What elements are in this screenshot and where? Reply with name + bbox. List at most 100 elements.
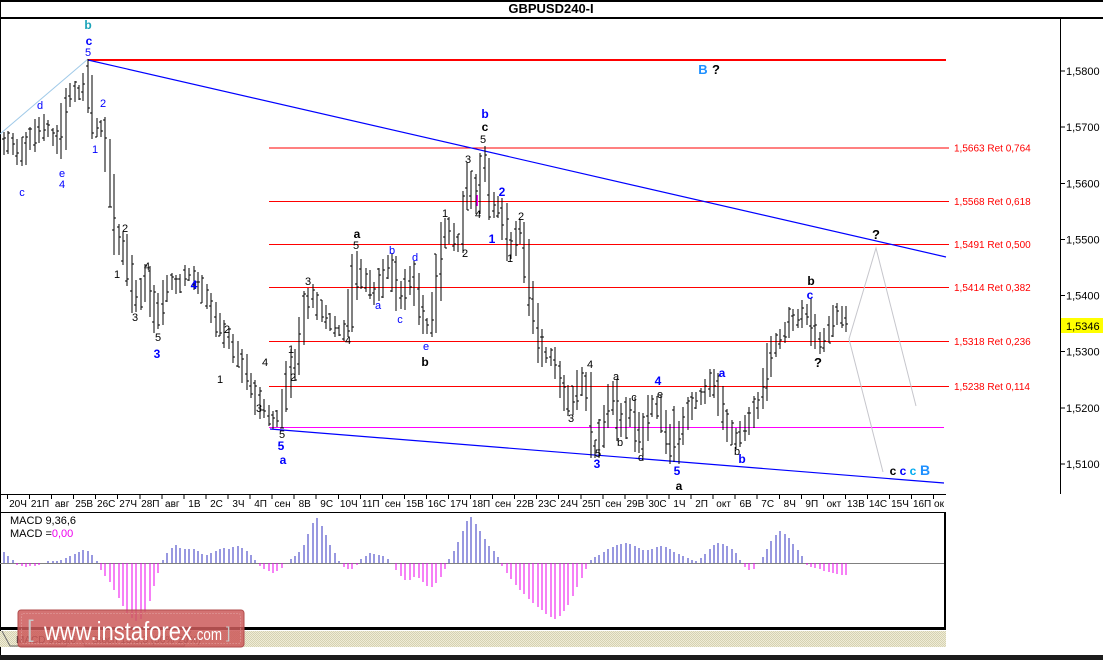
svg-text:6В: 6В [739,499,752,510]
svg-text:2: 2 [224,324,230,336]
svg-text:c: c [19,187,25,199]
svg-text:7С: 7С [761,499,774,510]
svg-text:5: 5 [155,332,161,344]
svg-text:?: ? [712,62,720,77]
svg-text:3: 3 [132,312,138,324]
svg-text:23С: 23С [538,499,556,510]
svg-text:1,5500: 1,5500 [1066,234,1100,246]
svg-text:B: B [920,462,930,478]
svg-text:ок: ок [934,499,945,510]
svg-text:3: 3 [256,403,262,415]
svg-text:d: d [412,252,418,264]
svg-text:5: 5 [595,448,601,460]
svg-text:14С: 14С [869,499,887,510]
svg-text:d: d [638,452,644,464]
svg-text:11П: 11П [362,499,380,510]
svg-text:29В: 29В [627,499,645,510]
svg-text:]: ] [226,625,230,642]
svg-text:?: ? [872,227,880,242]
svg-text:16С: 16С [428,499,446,510]
svg-text:25В: 25В [75,499,93,510]
svg-text:сен: сен [495,499,511,510]
svg-text:b: b [421,355,428,369]
svg-text:4: 4 [262,357,268,369]
svg-text:b: b [84,18,91,32]
svg-text:B: B [698,62,707,77]
svg-text:9С: 9С [320,499,333,510]
svg-text:1,5414 Ret 0,382: 1,5414 Ret 0,382 [954,283,1031,294]
svg-text:?: ? [814,355,822,370]
svg-text:18П: 18П [472,499,490,510]
svg-text:25П: 25П [582,499,600,510]
svg-text:4: 4 [191,278,198,292]
svg-text:a: a [354,227,361,241]
svg-text:1: 1 [288,344,294,356]
svg-text:[: [ [27,616,34,643]
svg-text:1,5300: 1,5300 [1066,347,1100,359]
svg-text:a: a [676,479,683,493]
svg-text:2С: 2С [210,499,223,510]
svg-text:1Ч: 1Ч [673,499,685,510]
svg-text:1,5491 Ret 0,500: 1,5491 Ret 0,500 [954,240,1031,251]
svg-text:2П: 2П [695,499,708,510]
svg-text:авг: авг [55,499,70,510]
svg-text:2: 2 [462,248,468,260]
svg-text:4: 4 [587,359,593,371]
svg-text:2: 2 [518,211,524,223]
svg-text:www.instaforex: www.instaforex [43,616,192,646]
svg-text:1,5800: 1,5800 [1066,66,1100,78]
svg-text:1,5600: 1,5600 [1066,178,1100,190]
svg-text:b: b [481,107,488,121]
svg-text:1: 1 [442,208,448,220]
svg-text:1,5700: 1,5700 [1066,122,1100,134]
svg-text:a: a [613,371,620,383]
svg-text:9П: 9П [805,499,818,510]
svg-text:1,5568 Ret 0,618: 1,5568 Ret 0,618 [954,197,1031,208]
svg-text:3Ч: 3Ч [232,499,244,510]
svg-text:22В: 22В [516,499,534,510]
svg-text:c: c [890,464,897,478]
svg-text:20Ч: 20Ч [9,499,27,510]
svg-text:авг: авг [165,499,180,510]
svg-text:4: 4 [475,209,481,221]
svg-text:3: 3 [465,154,471,166]
svg-text:сен: сен [275,499,291,510]
svg-text:26С: 26С [97,499,115,510]
svg-text:e: e [423,341,429,353]
svg-text:e: e [59,168,65,180]
svg-text:c: c [86,34,93,48]
svg-text:c: c [807,288,814,302]
svg-text:27Ч: 27Ч [119,499,137,510]
svg-text:5: 5 [480,134,486,146]
svg-text:1: 1 [507,253,513,265]
svg-text:2: 2 [100,98,106,110]
svg-text:5: 5 [674,464,681,478]
svg-text:.com: .com [193,625,222,644]
svg-text:17Ч: 17Ч [450,499,468,510]
svg-text:4: 4 [59,179,65,191]
svg-text:5: 5 [278,439,285,453]
svg-text:30С: 30С [648,499,666,510]
svg-text:c: c [900,464,907,478]
svg-text:2: 2 [290,372,296,384]
svg-text:d: d [37,100,43,112]
svg-text:GBPUSD240-I: GBPUSD240-I [508,1,593,16]
svg-text:1,5346: 1,5346 [1066,321,1100,333]
svg-text:b: b [734,446,740,458]
svg-text:b: b [617,437,623,449]
svg-text:2: 2 [122,223,128,235]
svg-text:16П: 16П [913,499,931,510]
svg-text:1,5318 Ret 0,236: 1,5318 Ret 0,236 [954,337,1031,348]
svg-text:13В: 13В [847,499,865,510]
svg-text:3: 3 [568,413,574,425]
svg-text:1,5663 Ret 0,764: 1,5663 Ret 0,764 [954,144,1031,155]
svg-text:1,5238 Ret 0,114: 1,5238 Ret 0,114 [954,382,1030,393]
svg-text:c: c [910,464,917,478]
svg-text:1В: 1В [188,499,201,510]
svg-text:a: a [280,453,287,467]
svg-text:a: a [375,300,382,312]
svg-text:b: b [807,274,814,288]
svg-text:21П: 21П [31,499,49,510]
svg-text:15В: 15В [406,499,424,510]
svg-text:3: 3 [594,457,601,471]
